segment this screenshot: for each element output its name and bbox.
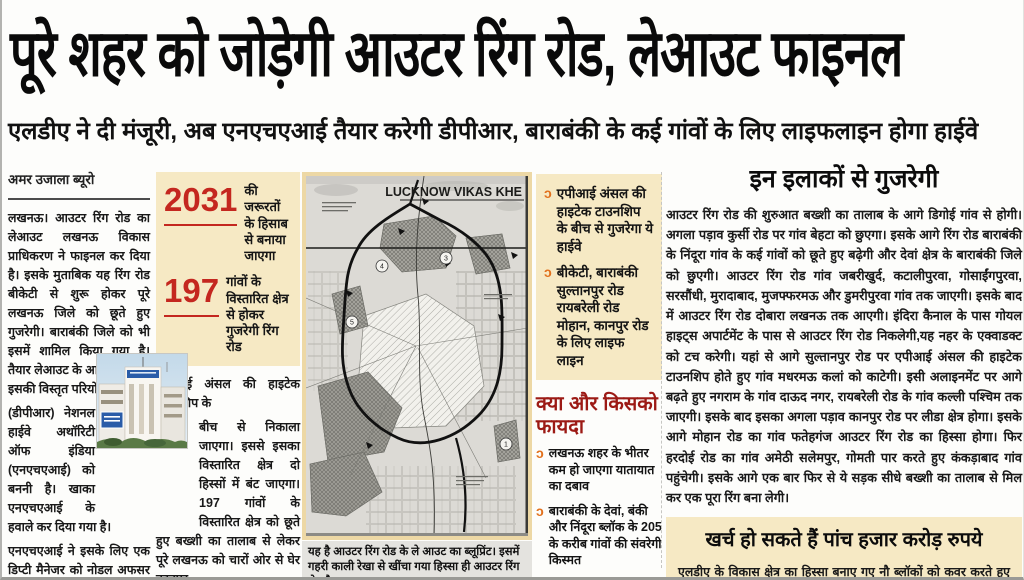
main-headline: पूरे शहर को जोड़ेगी आउटर रिंग रोड, लेआउट…: [10, 18, 903, 90]
building-photo-graphic: [97, 354, 187, 448]
lda-building-photo: [96, 353, 188, 449]
article-paragraph: लखनऊ। आउटर रिंग रोड का लेआउट लखनऊ विकास …: [8, 210, 150, 396]
sub-headline: एलडीए ने दी मंजूरी, अब एनएचएआई तैयार करे…: [8, 118, 979, 145]
stat-label: गांवों के विस्तारित क्षेत्र से होकर गुजर…: [226, 274, 289, 355]
column-divider: [661, 172, 662, 568]
highlight-item: ɔ एपीआई अंसल की हाइटेक टाउनशिप के बीच से…: [544, 185, 654, 255]
benefits-section: क्या और किसको फायदा ɔ लखनऊ शहर के भीतर क…: [536, 393, 662, 568]
route-column: इन इलाकों से गुजरेगी आउटर रिंग रोड की शु…: [666, 160, 1022, 579]
benefits-heading: क्या और किसको फायदा: [536, 393, 658, 438]
svg-text:1: 1: [504, 442, 508, 449]
cost-body: एलडीए के विकास क्षेत्र का हिस्सा बनाए गए…: [678, 564, 1010, 579]
article-column-1: अमर उजाला ब्यूरो लखनऊ। आउटर रिंग रोड का …: [8, 168, 150, 577]
map-caption: यह है आउटर रिंग रोड के ले आउट का ब्लूप्र…: [302, 541, 532, 577]
stat-number: 197: [164, 274, 220, 318]
benefit-item: ɔ बाराबंकी के देवां, बंकी और निंदूरा ब्ल…: [536, 503, 662, 568]
article-paragraph: बीच से निकाला जाएगा। इससे इसका विस्तारित…: [156, 419, 300, 580]
byline: अमर उजाला ब्यूरो: [8, 168, 150, 200]
highlight-text: एपीआई अंसल की हाइटेक टाउनशिप के बीच से ग…: [556, 186, 654, 254]
stat-label: की जरूरतों के हिसाब से बनाया जाएगा: [244, 183, 288, 263]
article-paragraph: एनएचएआई ने इसके लिए एक डिप्टी मैनेजर को …: [8, 543, 150, 577]
cost-heading: खर्च हो सकते हैं पांच हजार करोड़ रुपये: [705, 529, 983, 552]
lucknow-map-image: 4 3 5 1 LUCKNOW VIKAS KHE: [305, 175, 529, 537]
article-paragraph: (डीपीआर) नेशनल हाईवे अथॉरिटी ऑफ इंडिया (…: [8, 405, 112, 534]
highlights-box: ɔ एपीआई अंसल की हाइटेक टाउनशिप के बीच से…: [536, 174, 662, 381]
bullet-icon: ɔ: [536, 503, 544, 519]
benefit-item: ɔ लखनऊ शहर के भीतर कम हो जाएगा यातायात क…: [536, 445, 662, 494]
route-body: आउटर रिंग रोड की शुरुआत बख्शी का तालाब क…: [666, 207, 1022, 506]
stat-row: 2031 की जरूरतों के हिसाब से बनाया जाएगा: [164, 183, 292, 264]
bullet-icon: ɔ: [544, 185, 552, 201]
article-column-2: 2031 की जरूरतों के हिसाब से बनाया जाएगा …: [156, 172, 300, 580]
benefit-text: लखनऊ शहर के भीतर कम हो जाएगा यातायात का …: [548, 446, 655, 493]
svg-text:5: 5: [350, 320, 354, 327]
cost-box: खर्च हो सकते हैं पांच हजार करोड़ रुपये ए…: [666, 517, 1022, 579]
highlight-text: बीकेटी, बाराबंकी सुल्तानपुर रोड रायबरेली…: [556, 265, 649, 368]
svg-text:3: 3: [444, 256, 448, 263]
svg-text:4: 4: [380, 264, 384, 271]
stat-number: 2031: [164, 183, 238, 226]
map-title: LUCKNOW VIKAS KHE: [385, 185, 522, 199]
stat-row: 197 गांवों के विस्तारित क्षेत्र से होकर …: [164, 274, 292, 355]
benefit-text: बाराबंकी के देवां, बंकी और निंदूरा ब्लॉक…: [548, 504, 662, 567]
route-heading: इन इलाकों से गुजरेगी: [749, 165, 939, 193]
bullet-icon: ɔ: [536, 445, 544, 462]
bullet-icon: ɔ: [544, 264, 552, 281]
highlights-column: ɔ एपीआई अंसल की हाइटेक टाउनशिप के बीच से…: [536, 174, 662, 568]
stats-box: 2031 की जरूरतों के हिसाब से बनाया जाएगा …: [156, 172, 300, 366]
ring-road-map: 4 3 5 1 LUCKNOW VIKAS KHE: [302, 172, 532, 540]
highlight-item: ɔ बीकेटी, बाराबंकी सुल्तानपुर रोड रायबरे…: [544, 264, 654, 369]
